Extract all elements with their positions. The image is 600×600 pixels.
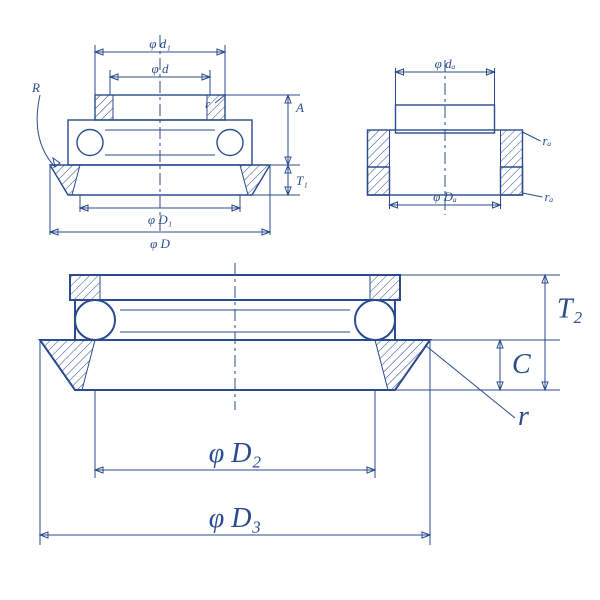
- label-D3: φ D₃: [209, 503, 261, 534]
- label-A: A: [295, 100, 304, 115]
- top-right-section: φ dₐ rₐ φ Dₐ rₐ: [368, 56, 554, 215]
- label-d: φ d: [152, 61, 169, 76]
- label-C: C: [512, 349, 531, 380]
- label-ra: rₐ: [543, 133, 552, 148]
- label-D1: φ D₁: [148, 212, 172, 227]
- label-d1: φ d₁: [149, 36, 170, 51]
- label-D: φ D: [150, 236, 170, 251]
- label-r2: r: [518, 401, 529, 432]
- label-T2: T₂: [557, 294, 583, 325]
- label-ra2: rₐ: [545, 189, 554, 204]
- label-R: R: [31, 80, 40, 95]
- top-left-section: φ d₁φ drφ D₁φ DAT₁R: [31, 35, 308, 251]
- label-D2: φ D₂: [209, 438, 262, 469]
- label-T1: T₁: [296, 173, 308, 188]
- label-Da: φ Dₐ: [433, 189, 457, 204]
- engineering-drawing: φ d₁ φ d r φ D₁ φ D A T₁ Rφ dₐ rₐ φ Dₐ rₐ T₂ Cr φ D₂ φ…: [0, 0, 600, 600]
- bottom-section: T₂ Cr φ D₂ φ D₃: [40, 263, 583, 545]
- label-da: φ dₐ: [435, 56, 456, 71]
